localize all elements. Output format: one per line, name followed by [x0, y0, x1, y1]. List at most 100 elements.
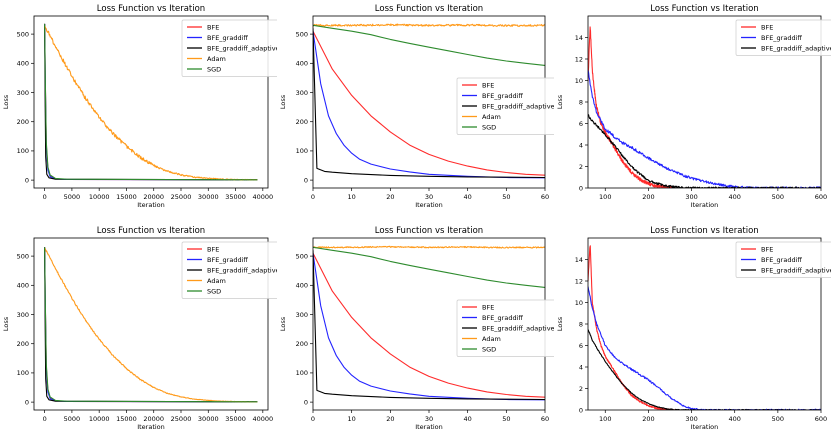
- chart-title: Loss Function vs Iteration: [650, 226, 758, 236]
- y-axis-label: Loss: [556, 94, 564, 109]
- x-tick-label: 40000: [252, 193, 273, 201]
- y-tick-label: 200: [17, 118, 29, 126]
- x-tick-label: 35000: [225, 415, 246, 423]
- chart-5: Loss Function vs Iteration 0 10 20 30 40 50 60 0…: [279, 226, 554, 431]
- series-line-bfe-graddiff-adaptive: [313, 250, 545, 401]
- legend-label: Adam: [482, 113, 501, 121]
- series-group: [44, 23, 258, 181]
- y-tick-label: 300: [17, 89, 29, 97]
- y-tick-label: 0: [304, 398, 308, 406]
- y-tick-label: 0: [579, 406, 583, 414]
- legend-box: [181, 19, 277, 77]
- series-line-bfe-graddiff: [588, 286, 821, 410]
- y-tick-label: 500: [296, 252, 308, 260]
- x-tick-label: 20000: [143, 193, 164, 201]
- y-tick-label: 500: [17, 252, 29, 260]
- series-line-sgd: [313, 24, 545, 66]
- x-tick-label: 200: [642, 415, 654, 423]
- x-axis-label: Iteration: [137, 201, 165, 209]
- x-axis-label: Iteration: [691, 201, 719, 209]
- y-tick-label: 200: [17, 340, 29, 348]
- legend-label: BFE: [482, 81, 494, 89]
- y-tick-label: 2: [579, 385, 583, 393]
- y-tick-label: 0: [579, 184, 583, 192]
- series-group: [44, 247, 258, 403]
- x-tick-label: 500: [772, 193, 784, 201]
- chart-title: Loss Function vs Iteration: [650, 4, 758, 14]
- legend-label: BFE: [761, 245, 773, 253]
- legend-box: [456, 299, 554, 357]
- x-axis-label: Iteration: [415, 423, 443, 431]
- chart-title: Loss Function vs Iteration: [375, 226, 483, 236]
- legend-label: BFE_graddiff_adaptive: [761, 266, 831, 274]
- legend-label: BFE_graddiff: [207, 34, 248, 42]
- x-axis-label: Iteration: [137, 423, 165, 431]
- chart-title: Loss Function vs Iteration: [375, 4, 483, 14]
- y-tick-label: 8: [579, 320, 583, 328]
- y-tick-label: 14: [575, 256, 583, 264]
- x-tick-label: 40: [464, 415, 472, 423]
- legend-label: BFE_graddiff_adaptive: [761, 44, 831, 52]
- x-tick-label: 15000: [116, 415, 137, 423]
- series-line-sgd: [44, 23, 258, 181]
- y-tick-label: 0: [25, 398, 29, 406]
- legend-label: Adam: [482, 335, 501, 343]
- x-tick-label: 500: [772, 415, 784, 423]
- y-tick-label: 300: [17, 311, 29, 319]
- y-tick-label: 300: [296, 89, 308, 97]
- legend-label: SGD: [482, 345, 496, 353]
- chart-6: Loss Function vs Iteration 100 200 300 400 50…: [556, 226, 831, 431]
- legend-label: SGD: [207, 65, 221, 73]
- y-tick-label: 400: [296, 282, 308, 290]
- x-tick-label: 100: [599, 415, 611, 423]
- legend: BFE BFE_graddiff BFE_graddiff_adaptive: [735, 19, 831, 56]
- x-tick-label: 400: [728, 415, 740, 423]
- x-tick-label: 50: [502, 415, 510, 423]
- legend-label: BFE_graddiff_adaptive: [207, 44, 277, 52]
- x-tick-label: 60: [541, 193, 549, 201]
- y-tick-label: 500: [296, 30, 308, 38]
- y-tick-label: 8: [579, 98, 583, 106]
- legend-box: [456, 77, 554, 135]
- legend-label: BFE: [761, 23, 773, 31]
- series-line-sgd: [313, 246, 545, 288]
- y-tick-label: 400: [296, 60, 308, 68]
- x-tick-label: 0: [311, 415, 315, 423]
- legend-label: Adam: [207, 55, 226, 63]
- legend-label: BFE_graddiff: [207, 256, 248, 264]
- x-tick-label: 30: [425, 415, 433, 423]
- y-axis-label: Loss: [2, 94, 10, 109]
- legend: BFE BFE_graddiff BFE_graddiff_adaptive Adam…: [181, 241, 277, 299]
- legend-label: BFE: [207, 245, 219, 253]
- y-tick-label: 100: [296, 147, 308, 155]
- x-axis-label: Iteration: [415, 201, 443, 209]
- legend-label: Adam: [207, 277, 226, 285]
- x-tick-label: 30000: [198, 193, 219, 201]
- chart-title: Loss Function vs Iteration: [97, 4, 205, 14]
- series-line-adam: [313, 245, 545, 249]
- series-group: [313, 23, 545, 179]
- y-tick-label: 400: [17, 60, 29, 68]
- plot-frame: [33, 237, 269, 411]
- x-axis-label: Iteration: [691, 423, 719, 431]
- y-tick-label: 400: [17, 282, 29, 290]
- legend-label: BFE_graddiff: [761, 34, 802, 42]
- legend-label: BFE_graddiff: [761, 256, 802, 264]
- y-axis-label: Loss: [2, 316, 10, 331]
- x-tick-label: 10000: [89, 415, 110, 423]
- series-line-bfe-graddiff: [588, 70, 821, 188]
- series-line-adam: [44, 25, 258, 181]
- x-tick-label: 300: [685, 415, 697, 423]
- series-line-bfe-graddiff: [313, 253, 545, 401]
- y-axis-label: Loss: [279, 94, 287, 109]
- x-tick-label: 0: [311, 193, 315, 201]
- y-tick-label: 200: [296, 118, 308, 126]
- x-tick-label: 10000: [89, 193, 110, 201]
- x-tick-label: 25000: [171, 415, 192, 423]
- x-tick-label: 10: [348, 415, 356, 423]
- series-line-bfe: [588, 26, 675, 188]
- series-line-bfe-graddiff-adaptive: [588, 114, 821, 188]
